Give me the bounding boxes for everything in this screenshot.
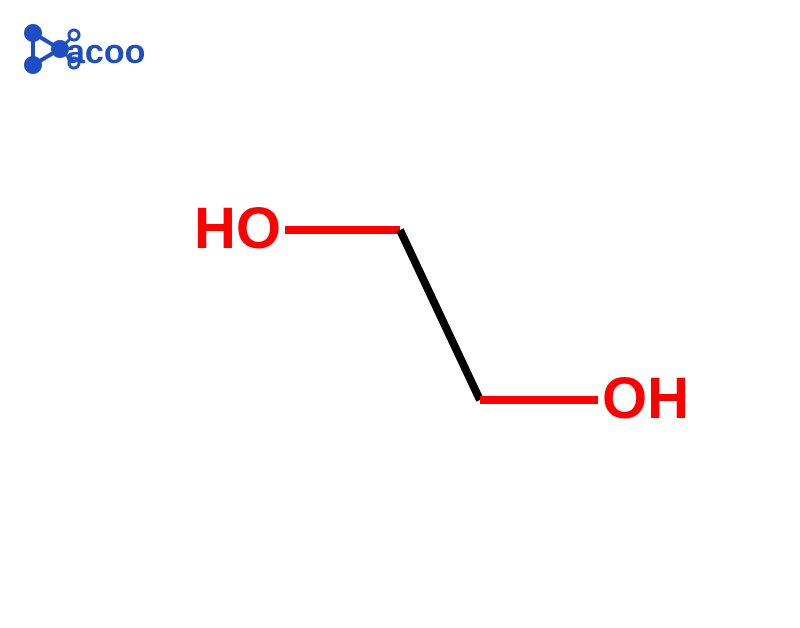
bond xyxy=(400,230,480,400)
atom-label-oh_left: HO xyxy=(194,195,281,262)
atom-label-oh_right: OH xyxy=(602,365,689,432)
molecule-svg xyxy=(0,0,800,628)
diagram-canvas: acoo HOOH xyxy=(0,0,800,628)
